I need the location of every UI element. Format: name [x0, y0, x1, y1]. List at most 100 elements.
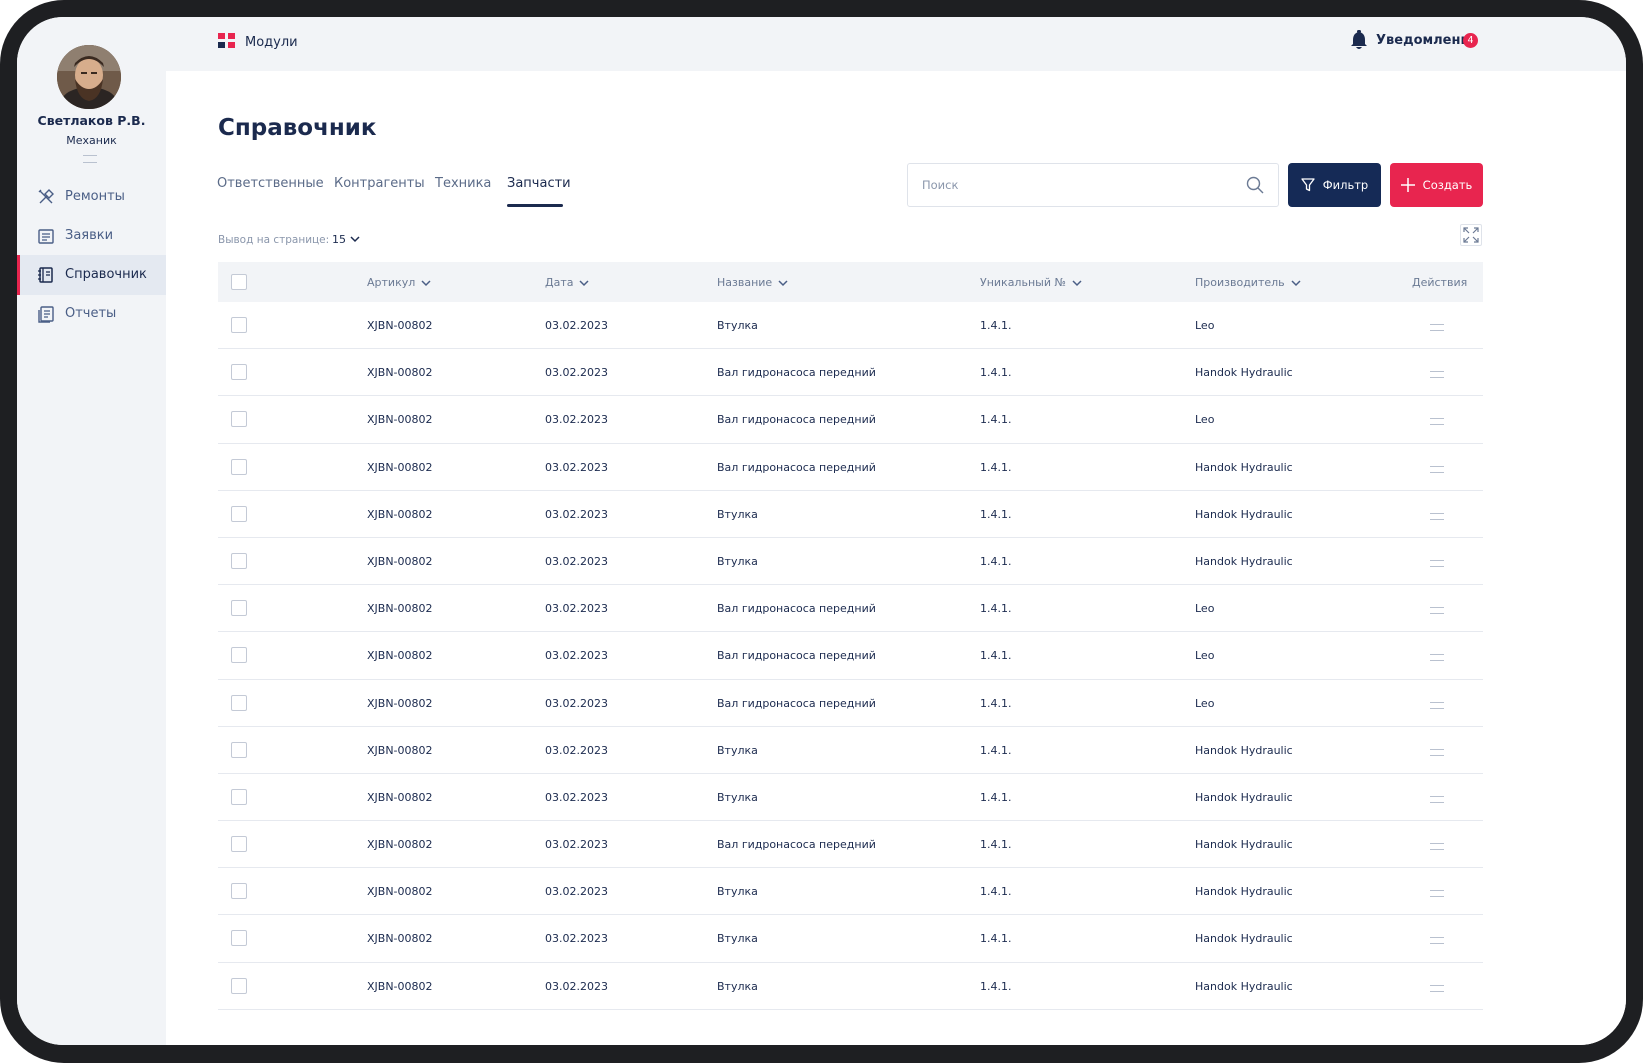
row-checkbox[interactable]: [231, 600, 247, 617]
filter-button-label: Фильтр: [1322, 178, 1369, 192]
row-actions-icon[interactable]: [1430, 795, 1444, 803]
row-actions-icon[interactable]: [1430, 701, 1444, 709]
table-row[interactable]: XJBN-00802 03.02.2023 Втулка 1.4.1. Handok H…: [218, 538, 1483, 586]
name-cell: Втулка: [717, 743, 758, 757]
table-row[interactable]: XJBN-00802 03.02.2023 Вал гидронасоса пере…: [218, 396, 1483, 444]
chevron-down-icon: [1291, 279, 1301, 286]
row-checkbox[interactable]: [231, 883, 247, 900]
row-checkbox[interactable]: [231, 411, 247, 428]
date-cell: 03.02.2023: [545, 838, 608, 852]
row-actions-icon[interactable]: [1430, 465, 1444, 473]
date-cell: 03.02.2023: [545, 460, 608, 474]
table-row[interactable]: XJBN-00802 03.02.2023 Вал гидронасоса пере…: [218, 444, 1483, 491]
tab-responsible[interactable]: Ответственные: [217, 176, 324, 191]
row-checkbox[interactable]: [231, 364, 247, 381]
modules-icon[interactable]: [218, 33, 236, 49]
row-actions-icon[interactable]: [1430, 607, 1444, 615]
row-actions-icon[interactable]: [1430, 890, 1444, 898]
article-cell: XJBN-00802: [367, 838, 433, 852]
table-row[interactable]: XJBN-00802 03.02.2023 Вал гидронасоса пере…: [218, 349, 1483, 397]
chevron-down-icon[interactable]: [350, 235, 360, 243]
row-checkbox[interactable]: [231, 317, 247, 333]
column-header-manufacturer[interactable]: Производитель: [1195, 276, 1301, 289]
book-icon: [38, 267, 53, 283]
column-header-date[interactable]: Дата: [545, 276, 590, 289]
row-actions-icon[interactable]: [1430, 984, 1444, 992]
notifications-badge: 4: [1463, 33, 1478, 48]
filter-button[interactable]: Фильтр: [1288, 163, 1381, 207]
table-row[interactable]: XJBN-00802 03.02.2023 Втулка 1.4.1. Handok H…: [218, 491, 1483, 538]
sidebar-item-requests[interactable]: Заявки: [17, 216, 166, 256]
row-actions-icon[interactable]: [1430, 371, 1444, 379]
manufacturer-cell: Handok Hydraulic: [1195, 885, 1293, 899]
name-cell: Вал гидронасоса передний: [717, 460, 876, 474]
row-checkbox[interactable]: [231, 458, 247, 475]
name-cell: Втулка: [717, 554, 758, 568]
table-row[interactable]: XJBN-00802 03.02.2023 Втулка 1.4.1. Leo: [218, 302, 1483, 350]
unique-number-cell: 1.4.1.: [980, 932, 1012, 946]
row-actions-icon[interactable]: [1430, 937, 1444, 945]
manufacturer-cell: Leo: [1195, 649, 1215, 663]
article-cell: XJBN-00802: [367, 507, 433, 521]
row-checkbox[interactable]: [231, 788, 247, 805]
row-checkbox[interactable]: [231, 741, 247, 758]
user-menu-icon[interactable]: [83, 155, 97, 163]
table-row[interactable]: XJBN-00802 03.02.2023 Втулка 1.4.1. Handok H…: [218, 915, 1483, 963]
per-page-select[interactable]: 15: [332, 233, 346, 246]
tab-parts[interactable]: Запчасти: [507, 176, 571, 191]
row-actions-icon[interactable]: [1430, 418, 1444, 426]
table-row[interactable]: XJBN-00802 03.02.2023 Вал гидронасоса пере…: [218, 821, 1483, 869]
row-actions-icon[interactable]: [1430, 559, 1444, 567]
name-cell: Втулка: [717, 885, 758, 899]
sidebar-item-repairs[interactable]: Ремонты: [17, 177, 166, 217]
tab-machinery[interactable]: Техника: [435, 176, 492, 191]
row-checkbox[interactable]: [231, 647, 247, 664]
table-row[interactable]: XJBN-00802 03.02.2023 Вал гидронасоса пере…: [218, 680, 1483, 727]
table-row[interactable]: XJBN-00802 03.02.2023 Втулка 1.4.1. Handok H…: [218, 774, 1483, 822]
fullscreen-button[interactable]: [1460, 224, 1482, 246]
row-actions-icon[interactable]: [1430, 654, 1444, 662]
chevron-down-icon: [579, 279, 590, 286]
unique-number-cell: 1.4.1.: [980, 885, 1012, 899]
manufacturer-cell: Handok Hydraulic: [1195, 743, 1293, 757]
date-cell: 03.02.2023: [545, 413, 608, 427]
notifications-link[interactable]: Уведомления: [1376, 33, 1478, 48]
date-cell: 03.02.2023: [545, 743, 608, 757]
column-header-article[interactable]: Артикул: [367, 276, 431, 289]
row-checkbox[interactable]: [231, 977, 247, 994]
name-cell: Втулка: [717, 790, 758, 804]
avatar[interactable]: [57, 45, 121, 109]
table-row[interactable]: XJBN-00802 03.02.2023 Втулка 1.4.1. Handok H…: [218, 963, 1483, 1010]
column-header-unique-number[interactable]: Уникальный №: [980, 276, 1082, 289]
tab-contractors[interactable]: Контрагенты: [334, 176, 425, 191]
search-icon[interactable]: [1246, 176, 1264, 194]
row-actions-icon[interactable]: [1430, 512, 1444, 520]
search-input[interactable]: [922, 176, 1232, 194]
search-box: [907, 163, 1279, 207]
name-cell: Втулка: [717, 507, 758, 521]
row-checkbox[interactable]: [231, 694, 247, 711]
row-actions-icon[interactable]: [1430, 843, 1444, 851]
column-header-name[interactable]: Название: [717, 276, 788, 289]
table-row[interactable]: XJBN-00802 03.02.2023 Втулка 1.4.1. Handok H…: [218, 868, 1483, 916]
sidebar-item-reports[interactable]: Отчеты: [17, 294, 166, 334]
create-button[interactable]: Создать: [1390, 163, 1483, 207]
user-name: Светлаков Р.В.: [37, 113, 146, 128]
row-actions-icon[interactable]: [1430, 324, 1444, 331]
row-actions-icon[interactable]: [1430, 748, 1444, 756]
row-checkbox[interactable]: [231, 552, 247, 569]
select-all-checkbox[interactable]: [231, 274, 247, 290]
modules-link[interactable]: Модули: [245, 35, 298, 50]
column-header-label: Дата: [545, 276, 574, 289]
name-cell: Втулка: [717, 932, 758, 946]
bell-icon[interactable]: [1350, 30, 1368, 50]
row-checkbox[interactable]: [231, 836, 247, 853]
sidebar-item-directory[interactable]: Справочник: [17, 255, 166, 295]
manufacturer-cell: Handok Hydraulic: [1195, 979, 1293, 993]
table-row[interactable]: XJBN-00802 03.02.2023 Втулка 1.4.1. Handok H…: [218, 727, 1483, 774]
table-row[interactable]: XJBN-00802 03.02.2023 Вал гидронасоса пере…: [218, 585, 1483, 633]
row-checkbox[interactable]: [231, 930, 247, 947]
table-row[interactable]: XJBN-00802 03.02.2023 Вал гидронасоса пере…: [218, 632, 1483, 680]
column-header-label: Действия: [1412, 276, 1468, 289]
row-checkbox[interactable]: [231, 505, 247, 522]
